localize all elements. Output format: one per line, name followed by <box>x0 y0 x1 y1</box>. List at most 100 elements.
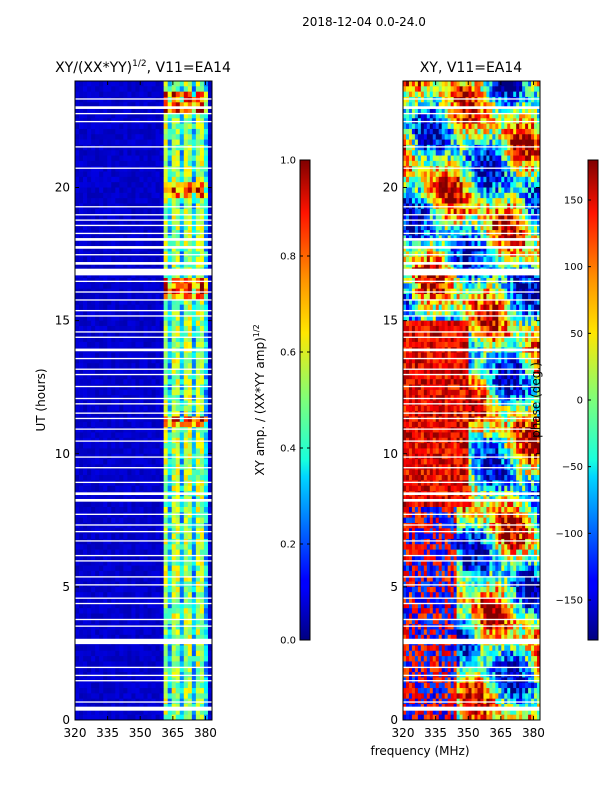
heatmap-cell <box>83 656 88 662</box>
heatmap-cell <box>103 475 108 481</box>
heatmap-cell <box>99 304 104 311</box>
heatmap-cell <box>159 331 165 337</box>
heatmap-cell <box>537 134 540 140</box>
heatmap-cell <box>187 379 193 385</box>
heatmap-cell <box>147 240 152 247</box>
heatmap-cell <box>99 144 104 151</box>
heatmap-cell <box>107 714 112 720</box>
heatmap-cell <box>115 373 120 380</box>
heatmap-cell <box>411 102 416 109</box>
heatmap-cell <box>103 666 108 673</box>
missing-data-row <box>75 373 212 376</box>
heatmap-cell <box>123 283 128 290</box>
heatmap-cell <box>99 608 104 614</box>
heatmap-cell <box>123 128 128 135</box>
heatmap-cell <box>107 405 112 412</box>
heatmap-cell <box>159 224 165 231</box>
heatmap-cell <box>155 240 161 247</box>
heatmap-cell <box>83 384 88 391</box>
heatmap-cell <box>155 522 161 529</box>
heatmap-cell <box>123 448 128 455</box>
heatmap-cell <box>99 219 104 226</box>
heatmap-cell <box>107 102 112 109</box>
heatmap-cell <box>143 416 148 423</box>
heatmap-cell <box>175 714 181 720</box>
heatmap-cell <box>95 411 100 417</box>
heatmap-cell <box>456 139 460 146</box>
heatmap-cell <box>163 219 169 226</box>
heatmap-cell <box>187 112 193 119</box>
heatmap-cell <box>135 187 140 194</box>
heatmap-cell <box>119 176 124 183</box>
heatmap-cell <box>183 443 189 449</box>
heatmap-cell <box>95 688 100 694</box>
colorbar-tick-label: 1.0 <box>280 156 296 167</box>
heatmap-cell <box>195 150 201 156</box>
heatmap-cell <box>207 219 212 226</box>
heatmap-cell <box>159 294 165 300</box>
heatmap-cell <box>179 411 185 417</box>
heatmap-cell <box>199 139 205 146</box>
heatmap-cell <box>151 160 156 167</box>
heatmap-cell <box>119 112 124 119</box>
heatmap-cell <box>151 661 156 668</box>
heatmap-cell <box>127 331 132 337</box>
heatmap-cell <box>207 549 212 556</box>
heatmap-cell <box>414 160 419 167</box>
heatmap-cell <box>179 565 185 572</box>
heatmap-cell <box>207 134 212 140</box>
heatmap-cell <box>79 315 84 322</box>
heatmap-cell <box>534 123 538 130</box>
heatmap-cell <box>127 294 132 300</box>
heatmap-cell <box>528 96 532 103</box>
heatmap-cell <box>179 134 185 140</box>
heatmap-cell <box>83 608 88 614</box>
heatmap-cell <box>175 368 181 375</box>
amplitude-plot-frame <box>74 80 213 721</box>
heatmap-cell <box>528 128 532 135</box>
heatmap-cell <box>139 656 144 662</box>
heatmap-cell <box>408 107 413 114</box>
heatmap-cell <box>91 299 96 306</box>
heatmap-cell <box>456 96 460 103</box>
heatmap-cell <box>83 448 88 455</box>
heatmap-cell <box>143 336 148 343</box>
heatmap-cell <box>187 171 193 178</box>
heatmap-cell <box>127 576 132 582</box>
heatmap-cell <box>123 416 128 423</box>
heatmap-cell <box>175 304 181 311</box>
heatmap-cell <box>155 150 161 156</box>
heatmap-cell <box>441 155 446 162</box>
heatmap-cell <box>531 81 535 87</box>
heatmap-cell <box>159 208 165 215</box>
heatmap-cell <box>411 128 416 135</box>
heatmap-cell <box>462 102 466 109</box>
heatmap-cell <box>171 688 177 694</box>
heatmap-cell <box>171 192 177 199</box>
heatmap-cell <box>191 448 197 455</box>
heatmap-cell <box>191 597 197 604</box>
heatmap-cell <box>183 224 189 231</box>
heatmap-cell <box>131 416 136 423</box>
heatmap-cell <box>175 357 181 364</box>
heatmap-cell <box>163 96 169 103</box>
heatmap-cell <box>483 166 487 172</box>
heatmap-cell <box>477 166 481 172</box>
heatmap-cell <box>179 384 185 391</box>
heatmap-cell <box>492 123 496 130</box>
heatmap-cell <box>91 485 96 492</box>
heatmap-cell <box>107 618 112 625</box>
heatmap-cell <box>123 294 128 300</box>
heatmap-cell <box>191 81 197 87</box>
heatmap-cell <box>119 283 124 290</box>
heatmap-cell <box>477 139 481 146</box>
heatmap-cell <box>147 86 152 93</box>
heatmap-cell <box>465 86 469 93</box>
heatmap-cell <box>411 86 416 93</box>
heatmap-cell <box>111 443 116 449</box>
heatmap-cell <box>179 560 185 566</box>
heatmap-cell <box>123 357 128 364</box>
heatmap-cell <box>167 427 173 433</box>
heatmap-cell <box>103 160 108 167</box>
